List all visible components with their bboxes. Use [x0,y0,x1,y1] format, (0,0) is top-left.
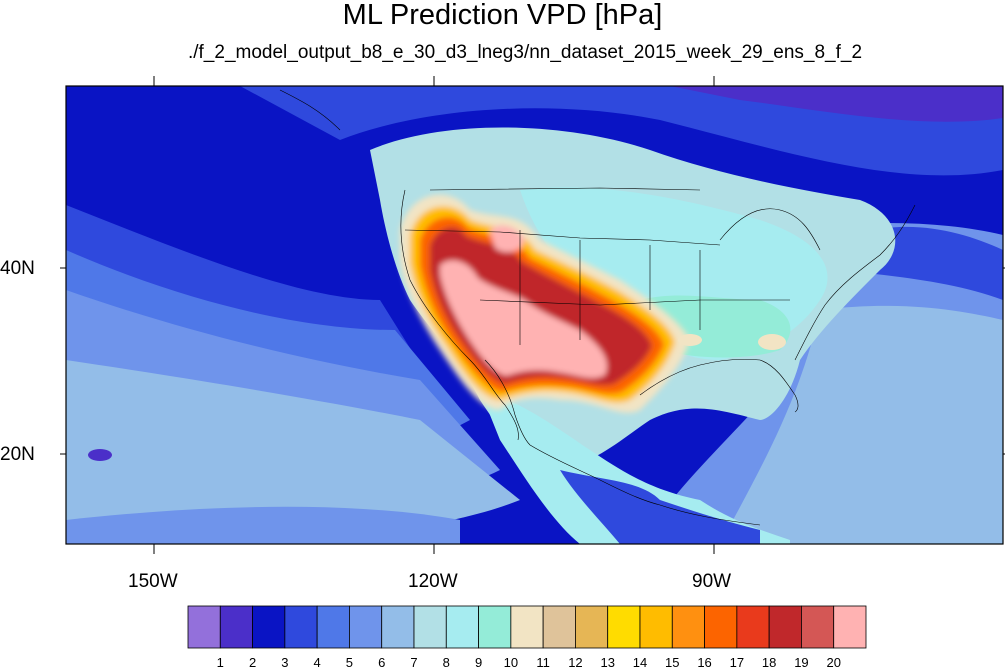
chart-title: ML Prediction VPD [hPa] [342,0,663,31]
colorbar-label: 6 [378,655,386,670]
colorbar-label: 19 [794,655,809,670]
colorbar-swatch [219,605,253,649]
colorbar-label: 18 [761,655,777,670]
hawaii-islands [88,449,112,461]
x-tick-label-90w: 90W [692,571,732,592]
colorbar-label: 5 [345,655,354,670]
colorbar [187,605,867,649]
north-east-purple [670,86,1003,122]
atlantic-sky [720,305,1003,544]
mexico-aqua [480,390,790,544]
colorbar-label: 11 [536,655,550,670]
colorbar-label: 8 [442,655,450,670]
colorbar-label: 2 [248,655,257,670]
colorbar-label: 20 [826,655,841,670]
colorbar-swatch [381,605,415,649]
colorbar-label: 16 [697,655,712,670]
colorbar-swatch [316,605,350,649]
mexico-blue [560,470,760,544]
colorbar-swatch [575,605,609,649]
colorbar-swatch [542,605,576,649]
ocean-sky-region [66,360,520,544]
colorbar-label: 7 [410,655,418,670]
colorbar-swatch [671,605,705,649]
colorbar-swatch [833,605,867,649]
colorbar-swatch [478,605,512,649]
y-tick-label-40n: 40N [0,258,35,279]
vpd-field [66,86,1003,544]
colorbar-label: 17 [729,655,745,670]
colorbar-label: 4 [313,655,321,670]
colorbar-swatch [284,605,318,649]
colorbar-swatch [349,605,383,649]
map-ticks [60,76,1005,554]
colorbar-swatch [413,605,447,649]
colorbar-label: 9 [474,655,483,670]
colorbar-swatch [768,605,802,649]
x-tick-label-150w: 150W [128,571,178,592]
coastlines [279,89,916,526]
ocean-south-region [66,506,460,544]
colorbar-swatch [639,605,673,649]
colorbar-label: 3 [281,655,289,670]
heat-pink [440,260,608,379]
colorbar-label: 13 [600,655,615,670]
southeast-tan-spot [758,334,786,350]
colorbar-swatch [704,605,738,649]
colorbar-swatch [187,605,221,649]
colorbar-label: 10 [503,655,519,670]
colorbar-swatch [510,605,544,649]
colorbar-swatch [445,605,479,649]
colorbar-label: 1 [216,655,224,670]
chart-subtitle: ./f_2_model_output_b8_e_30_d3_lneg3/nn_d… [187,42,863,63]
x-tick-label-120w: 120W [408,571,458,592]
colorbar-label: 14 [632,655,648,670]
map-frame [65,85,1004,545]
colorbar-swatch [801,605,835,649]
colorbar-label: 12 [568,655,583,670]
colorbar-swatch [607,605,641,649]
colorbar-swatch [736,605,770,649]
y-tick-label-20n: 20N [0,444,35,465]
texas-tan-spot [678,334,702,346]
colorbar-label: 15 [665,655,680,670]
colorbar-swatch [252,605,286,649]
